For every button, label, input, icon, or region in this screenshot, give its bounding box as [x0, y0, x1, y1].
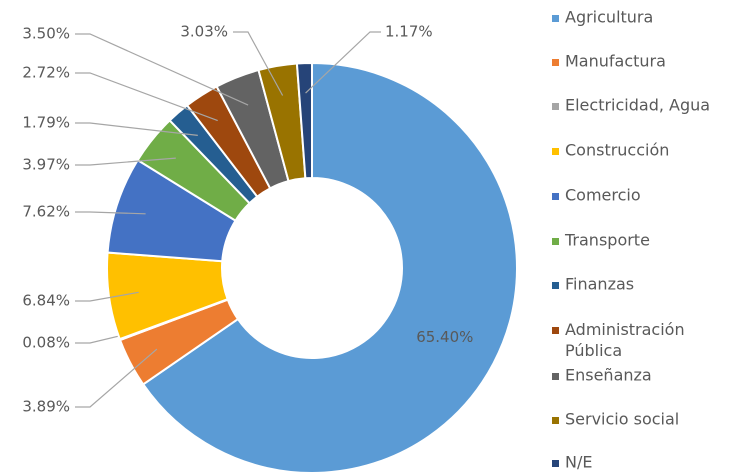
- leader-line: [75, 291, 139, 302]
- data-label: 1.17%: [385, 23, 433, 41]
- legend-swatch: [552, 148, 559, 155]
- leader-line: [75, 33, 249, 106]
- legend-label: Servicio social: [565, 410, 679, 429]
- legend-swatch: [552, 59, 559, 66]
- data-label: 3.89%: [22, 398, 70, 416]
- legend-label: Agricultura: [565, 8, 653, 27]
- data-label: 3.03%: [180, 23, 228, 41]
- leader-line: [233, 31, 284, 96]
- data-label: 1.79%: [22, 114, 70, 132]
- legend-label: Enseñanza: [565, 366, 652, 385]
- leader-line: [75, 211, 146, 215]
- legend-swatch: [552, 193, 559, 200]
- legend-swatch: [552, 417, 559, 424]
- data-label: 65.40%: [416, 328, 473, 346]
- leader-line: [75, 122, 198, 136]
- legend-swatch: [552, 15, 559, 22]
- data-label: 3.50%: [22, 25, 70, 43]
- donut-segment: [141, 61, 518, 473]
- leader-line: [305, 31, 381, 94]
- legend-swatch: [552, 103, 559, 110]
- data-label: 0.08%: [22, 334, 70, 352]
- legend-label: Administración Pública: [565, 320, 685, 360]
- legend-label: Electricidad, Agua: [565, 96, 710, 115]
- leader-line: [75, 348, 158, 408]
- data-label: 7.62%: [22, 203, 70, 221]
- donut-segment: [295, 61, 313, 180]
- data-label: 6.84%: [22, 292, 70, 310]
- legend-label: Comercio: [565, 186, 641, 205]
- data-label: 2.72%: [22, 64, 70, 82]
- legend-swatch: [552, 282, 559, 289]
- legend-swatch: [552, 238, 559, 245]
- legend-swatch: [552, 327, 559, 334]
- legend-label: Manufactura: [565, 52, 666, 71]
- legend-label: Finanzas: [565, 275, 634, 294]
- leader-line: [75, 72, 218, 122]
- legend-label: Transporte: [564, 231, 650, 250]
- data-label: 3.97%: [22, 156, 70, 174]
- legend-swatch: [552, 373, 559, 380]
- leader-line: [75, 157, 176, 166]
- legend-label: Construcción: [565, 141, 669, 160]
- legend-label: N/E: [565, 453, 592, 472]
- legend-swatch: [552, 460, 559, 467]
